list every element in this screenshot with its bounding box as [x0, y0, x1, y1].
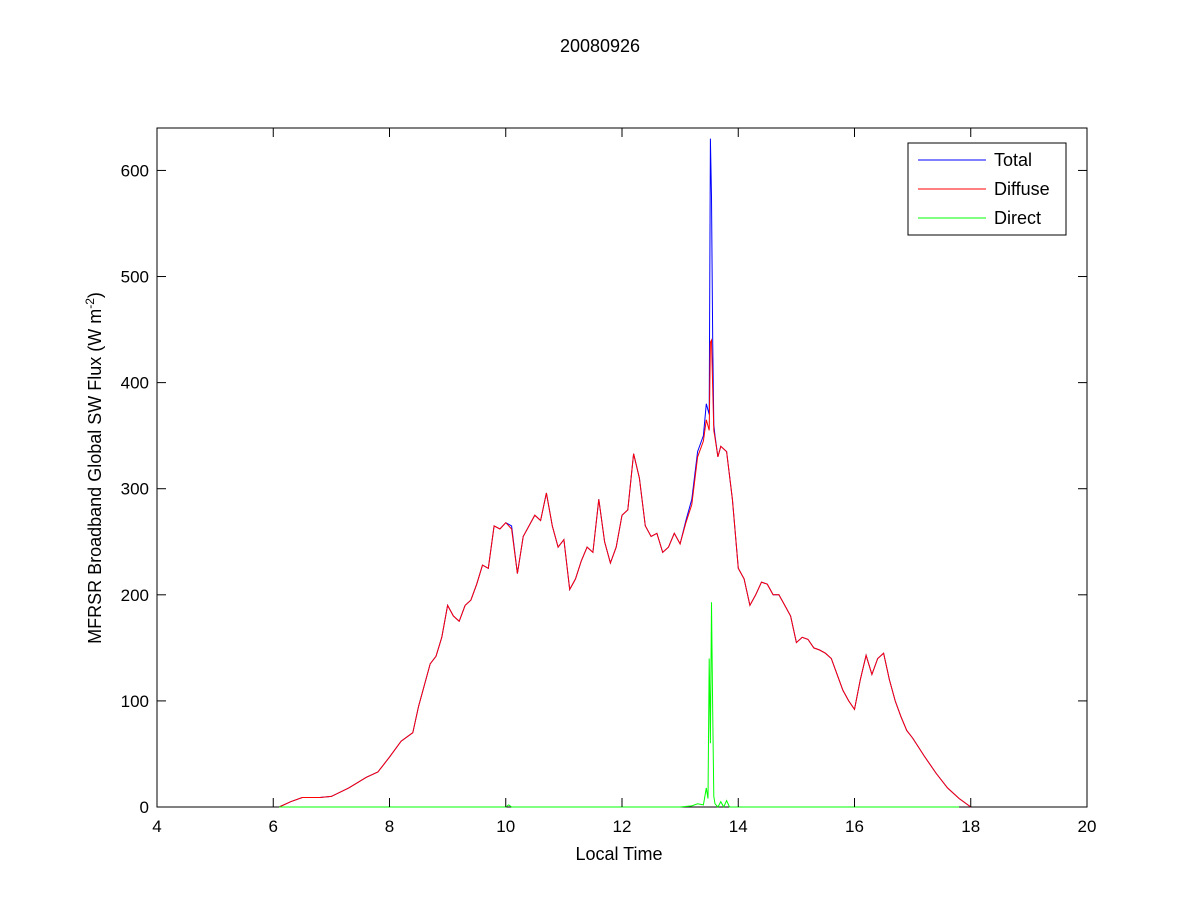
x-tick-label: 16 — [845, 817, 864, 836]
legend-label-diffuse: Diffuse — [994, 179, 1050, 199]
y-axis-title-close: ) — [85, 292, 105, 298]
y-axis-title-superscript: -2 — [83, 298, 97, 309]
y-tick-label: 600 — [121, 161, 149, 180]
y-tick-label: 0 — [140, 798, 149, 817]
series-line-diffuse — [278, 338, 972, 808]
y-tick-label: 100 — [121, 692, 149, 711]
series-line-direct — [279, 602, 960, 809]
x-tick-label: 10 — [496, 817, 515, 836]
y-axis-title: MFRSR Broadband Global SW Flux (W m-2) — [83, 292, 105, 644]
chart-title: 20080926 — [560, 36, 640, 56]
legend-label-total: Total — [994, 150, 1032, 170]
legend-items: Total Diffuse Direct — [918, 150, 1050, 228]
y-tick-label: 200 — [121, 586, 149, 605]
legend: Total Diffuse Direct — [907, 142, 1067, 236]
x-tick-label: 14 — [729, 817, 748, 836]
y-axis-title-main: MFRSR Broadband Global SW Flux (W m — [85, 309, 105, 644]
x-tick-label: 4 — [152, 817, 161, 836]
legend-label-direct: Direct — [994, 208, 1041, 228]
x-tick-label: 18 — [961, 817, 980, 836]
plot-box — [156, 127, 1088, 808]
x-tick-label: 12 — [613, 817, 632, 836]
x-tick-label: 8 — [385, 817, 394, 836]
y-tick-label: 500 — [121, 268, 149, 287]
y-tick-label: 300 — [121, 480, 149, 499]
x-tick-label: 6 — [269, 817, 278, 836]
y-tick-label: 400 — [121, 374, 149, 393]
series-lines — [278, 138, 972, 809]
x-axis-title: Local Time — [575, 844, 662, 864]
x-tick-label: 20 — [1078, 817, 1097, 836]
